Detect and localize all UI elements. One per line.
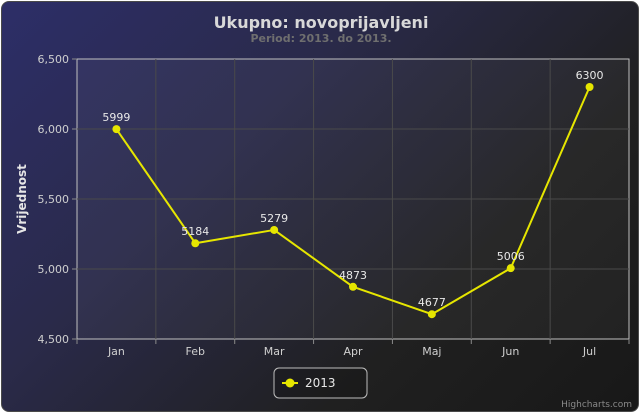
x-tick-label: Jun	[501, 345, 519, 358]
legend[interactable]: 2013	[273, 367, 368, 399]
x-tick-label: Apr	[343, 345, 363, 358]
y-axis-label: Vrijednost	[15, 164, 29, 234]
data-label: 5184	[181, 225, 209, 238]
x-tick-label: Jan	[107, 345, 125, 358]
vertical-gridlines	[155, 59, 551, 339]
horizontal-gridlines	[77, 128, 629, 270]
legend-item-2013[interactable]: 2013	[305, 376, 336, 390]
data-label: 5999	[102, 111, 130, 124]
legend-dot-marker	[285, 378, 295, 388]
x-tick-label: Feb	[186, 345, 205, 358]
data-label: 4677	[418, 296, 446, 309]
data-label: 5279	[260, 212, 288, 225]
y-tick-label: 4,500	[38, 333, 70, 346]
data-labels-group: 5999 5184 5279 4873 4677 5006 6300	[102, 69, 603, 309]
y-tick-label: 6,000	[38, 123, 70, 136]
data-point[interactable]	[349, 282, 357, 291]
chart-subtitle: Period: 2013. do 2013.	[250, 32, 391, 45]
x-axis-ticks: Jan Feb Mar Apr Maj Jun Jul	[76, 339, 630, 358]
data-point[interactable]	[112, 125, 121, 134]
y-axis-ticks: 4,500 5,000 5,500 6,000 6,500	[38, 53, 77, 346]
data-point[interactable]	[427, 310, 436, 319]
y-tick-label: 5,000	[38, 263, 70, 276]
credits-link[interactable]: Highcharts.com	[561, 400, 632, 410]
y-tick-label: 5,500	[38, 193, 70, 206]
data-point[interactable]	[191, 239, 200, 248]
x-tick-label: Maj	[422, 345, 441, 358]
chart-title: Ukupno: novoprijavljeni	[214, 13, 429, 32]
data-label: 5006	[497, 250, 525, 263]
series-points-group[interactable]	[112, 83, 594, 319]
legend-box	[273, 367, 368, 399]
data-point[interactable]	[506, 264, 515, 273]
data-point[interactable]	[270, 225, 279, 234]
data-label: 4873	[339, 269, 367, 282]
data-point[interactable]	[585, 83, 594, 91]
x-tick-label: Mar	[264, 345, 285, 358]
x-tick-label: Jul	[582, 345, 596, 358]
y-tick-label: 6,500	[38, 53, 70, 66]
data-label: 6300	[576, 69, 604, 82]
